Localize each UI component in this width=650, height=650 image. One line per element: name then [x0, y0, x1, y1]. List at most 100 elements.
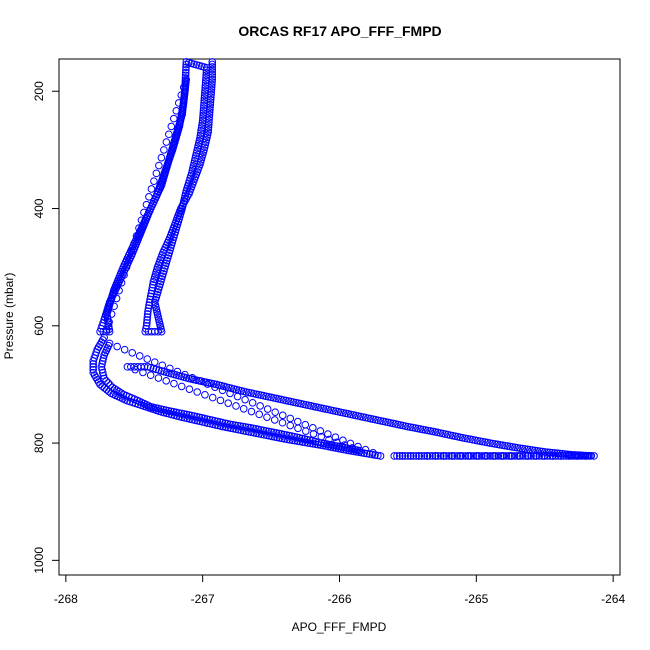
- data-point: [369, 449, 377, 457]
- data-point: [182, 66, 190, 74]
- data-point: [464, 452, 472, 460]
- data-point: [412, 452, 420, 460]
- data-point: [461, 452, 470, 460]
- data-point: [139, 368, 147, 377]
- data-point: [356, 446, 364, 455]
- data-point: [360, 449, 369, 457]
- data-point: [331, 433, 340, 442]
- data-point: [263, 405, 272, 413]
- data-point: [200, 99, 208, 107]
- data-point: [185, 385, 194, 394]
- data-point: [182, 63, 190, 72]
- data-point: [100, 351, 108, 359]
- data-points: [89, 58, 598, 460]
- data-point: [110, 302, 118, 311]
- data-point: [120, 271, 128, 279]
- data-point: [182, 58, 191, 66]
- data-point: [458, 452, 467, 460]
- data-point: [216, 396, 225, 405]
- data-point: [98, 365, 106, 374]
- data-point: [208, 393, 217, 402]
- chart-title: ORCAS RF17 APO_FFF_FMPD: [238, 23, 441, 39]
- data-point: [256, 402, 264, 410]
- data-point: [483, 452, 492, 460]
- data-point: [340, 441, 349, 449]
- data-point: [575, 452, 583, 460]
- data-point: [428, 452, 437, 460]
- data-point: [502, 452, 511, 460]
- data-point: [182, 60, 190, 69]
- data-point: [580, 452, 589, 460]
- data-point: [105, 318, 113, 326]
- data-point: [122, 263, 131, 271]
- x-tick-label: -268: [54, 592, 78, 606]
- data-point: [348, 444, 357, 452]
- data-point: [120, 345, 129, 354]
- data-point: [293, 417, 302, 426]
- data-point: [97, 363, 106, 371]
- data-point: [469, 452, 478, 460]
- data-point: [233, 421, 242, 430]
- data-point: [519, 452, 527, 460]
- data-point: [147, 185, 156, 193]
- data-point: [586, 452, 594, 460]
- data-point: [182, 75, 191, 84]
- data-point: [174, 99, 183, 107]
- data-point: [456, 452, 464, 460]
- data-point: [208, 63, 217, 71]
- data-point: [554, 452, 563, 460]
- data-point: [208, 68, 217, 76]
- data-point: [144, 304, 153, 313]
- data-point: [247, 407, 256, 416]
- data-point: [583, 452, 591, 460]
- data-point: [420, 452, 429, 460]
- data-point: [89, 365, 98, 374]
- data-point: [535, 452, 544, 460]
- data-point: [226, 389, 234, 398]
- data-point: [178, 106, 186, 115]
- data-point: [511, 443, 519, 452]
- data-point: [143, 313, 152, 321]
- data-point: [198, 119, 207, 127]
- data-point: [505, 452, 513, 460]
- data-point: [486, 452, 494, 460]
- data-point: [115, 286, 123, 295]
- data-point: [155, 161, 163, 170]
- data-point: [231, 421, 239, 429]
- data-point: [480, 452, 489, 460]
- data-point: [395, 452, 404, 460]
- data-point: [140, 208, 148, 217]
- data-point: [439, 452, 448, 460]
- data-point: [128, 348, 137, 357]
- data-point: [130, 239, 138, 248]
- x-tick-label: -264: [601, 592, 625, 606]
- data-point: [423, 452, 431, 460]
- data-point: [142, 200, 151, 209]
- data-point: [180, 91, 189, 99]
- data-point: [527, 452, 535, 460]
- x-tick-label: -266: [327, 592, 351, 606]
- data-point: [447, 452, 456, 460]
- data-point: [98, 357, 107, 365]
- data-point: [404, 452, 412, 460]
- data-point: [376, 452, 385, 460]
- data-point: [199, 109, 208, 117]
- data-point: [513, 452, 522, 460]
- data-point: [208, 58, 217, 66]
- data-point: [506, 442, 514, 451]
- data-point: [201, 84, 210, 92]
- data-point: [89, 363, 98, 371]
- data-point: [200, 96, 209, 105]
- data-point: [270, 416, 279, 424]
- data-point: [178, 104, 187, 112]
- data-point: [177, 91, 186, 99]
- data-point: [472, 452, 481, 460]
- data-point: [557, 452, 565, 460]
- data-point: [317, 432, 326, 441]
- data-point: [241, 395, 249, 404]
- data-point: [144, 307, 152, 315]
- data-point: [193, 388, 201, 396]
- data-point: [239, 422, 247, 431]
- data-point: [232, 402, 240, 410]
- data-point: [572, 452, 581, 460]
